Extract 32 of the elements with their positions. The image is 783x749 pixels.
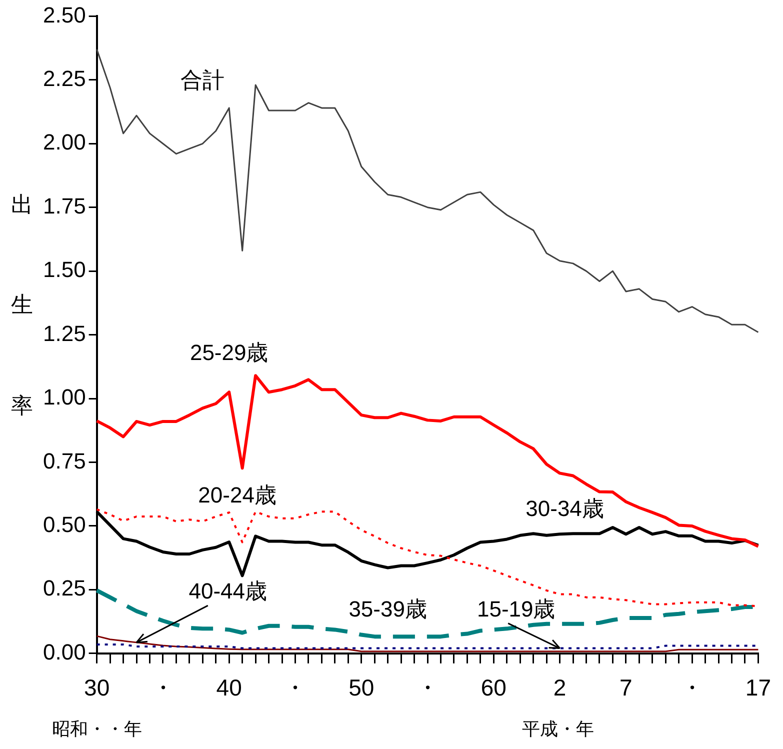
text: 平成・年: [522, 718, 594, 741]
y-tick-label: 1.50: [42, 257, 86, 282]
x-tick-label: 2: [553, 674, 566, 701]
y-tick-label: 1.75: [42, 193, 86, 218]
y-tick-label: 2.50: [42, 2, 86, 28]
y-axis-title: 出生率: [8, 175, 35, 475]
x-tick-label: ・: [284, 674, 307, 701]
y-tick-label: 1.00: [42, 384, 86, 410]
series-label: 30-34歳: [526, 496, 604, 522]
x-tick-label: ・: [151, 674, 174, 701]
series-label: 15-19歳: [476, 596, 556, 622]
series-label: 20-24歳: [198, 482, 276, 508]
y-tick-label: 2.25: [42, 66, 86, 91]
x-tick-label: 60: [480, 674, 506, 701]
text: 昭和・・年: [52, 718, 142, 741]
y-tick-label: 0.25: [42, 576, 86, 601]
x-tick-label: ・: [680, 674, 704, 701]
series-label: 40-44歳: [188, 578, 268, 604]
y-tick-label: 0.50: [42, 512, 86, 538]
x-tick-label: 17: [745, 674, 772, 701]
x-tick-label: 40: [216, 674, 242, 701]
x-tick-label: 7: [620, 674, 632, 701]
y-tick-label: 0.00: [42, 639, 86, 664]
x-tick-label: ・: [416, 674, 440, 701]
series-label: 25-29歳: [190, 340, 268, 366]
x-tick-label: 30: [84, 674, 110, 701]
series-label: 合計: [180, 68, 225, 93]
y-tick-label: 0.75: [42, 448, 86, 474]
y-tick-label: 1.25: [42, 320, 86, 346]
series-label: 35-39歳: [348, 596, 427, 622]
x-tick-label: 50: [348, 674, 374, 701]
y-tick-label: 2.00: [42, 130, 86, 155]
